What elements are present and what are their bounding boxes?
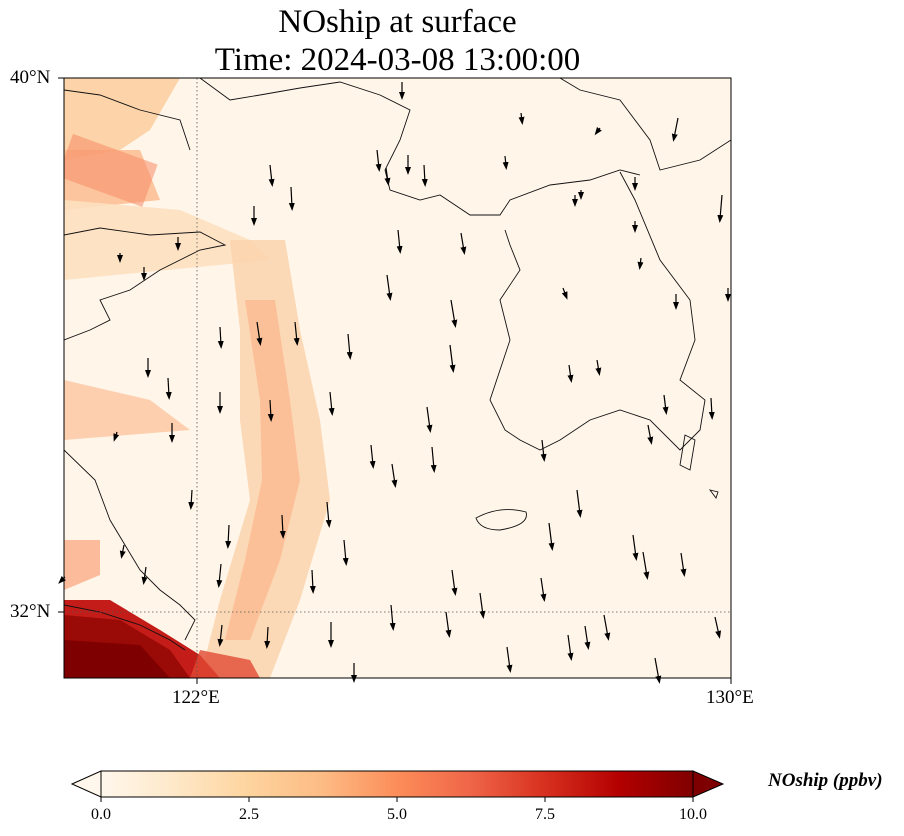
wind-arrow bbox=[714, 616, 722, 639]
wind-arrow bbox=[637, 257, 644, 270]
wind-arrow bbox=[396, 229, 403, 254]
wind-arrow bbox=[548, 522, 555, 551]
wind-arrow bbox=[594, 126, 602, 136]
wind-arrow bbox=[309, 569, 316, 594]
wind-arrow bbox=[268, 164, 275, 187]
wind-arrow bbox=[216, 563, 223, 588]
wind-arrow bbox=[671, 117, 679, 142]
colorbar bbox=[70, 770, 725, 802]
wind-arrow bbox=[479, 592, 486, 619]
wind-arrow bbox=[375, 149, 382, 172]
wind-arrow bbox=[256, 321, 263, 346]
lat-label-32: 32°N bbox=[10, 601, 51, 622]
wind-arrow bbox=[119, 544, 126, 559]
wind-arrow bbox=[642, 551, 650, 580]
colorbar-tick: 5.0 bbox=[387, 806, 407, 823]
wind-arrow bbox=[680, 552, 687, 577]
wind-arrow bbox=[141, 566, 148, 585]
colorbar-tick: 7.5 bbox=[535, 806, 555, 823]
wind-arrow bbox=[567, 634, 574, 661]
wind-arrow bbox=[567, 364, 574, 383]
wind-arrow bbox=[603, 614, 611, 641]
wind-arrow bbox=[391, 463, 398, 488]
wind-arrow bbox=[288, 186, 295, 211]
wind-arrow bbox=[165, 377, 172, 400]
concentration-field bbox=[64, 78, 731, 678]
colorbar-label: NOship (ppbv) bbox=[768, 770, 883, 791]
wind-arrow bbox=[421, 164, 428, 187]
wind-arrow bbox=[632, 534, 639, 561]
colorbar-tick: 2.5 bbox=[239, 806, 259, 823]
wind-arrow bbox=[662, 394, 669, 415]
wind-arrow bbox=[113, 431, 120, 442]
lon-label-130: 130°E bbox=[706, 687, 754, 708]
map-title: NOship at surface bbox=[278, 4, 517, 40]
wind-arrow bbox=[328, 391, 335, 416]
wind-arrow bbox=[325, 501, 332, 528]
wind-arrow bbox=[445, 611, 452, 638]
map-frame bbox=[63, 77, 732, 679]
wind-arrow bbox=[342, 539, 349, 566]
wind-arrow bbox=[225, 524, 232, 549]
wind-arrow bbox=[426, 406, 433, 433]
wind-arrow bbox=[576, 489, 583, 518]
wind-arrow bbox=[264, 626, 271, 649]
wind-arrow bbox=[561, 287, 568, 300]
map-time: Time: 2024-03-08 13:00:00 bbox=[214, 42, 581, 78]
wind-arrow bbox=[430, 446, 437, 473]
wind-arrow bbox=[540, 439, 547, 462]
wind-arrow bbox=[217, 326, 224, 349]
gridlines bbox=[64, 78, 731, 678]
wind-arrow bbox=[279, 514, 286, 539]
wind-arrow bbox=[502, 155, 509, 170]
colorbar-tick: 10.0 bbox=[679, 806, 707, 823]
wind-arrow bbox=[386, 274, 393, 301]
wind-arrow bbox=[217, 624, 224, 647]
wind-arrow bbox=[595, 359, 602, 376]
wind-arrow bbox=[518, 112, 525, 125]
wind-arrow bbox=[540, 577, 547, 602]
wind-arrow bbox=[584, 625, 591, 650]
colorbar-tick: 0.0 bbox=[91, 806, 111, 823]
wind-arrow bbox=[647, 424, 654, 445]
lat-label-40: 40°N bbox=[10, 67, 51, 88]
wind-arrow bbox=[506, 646, 513, 673]
wind-arrow bbox=[451, 569, 458, 596]
wind-arrow bbox=[384, 167, 391, 186]
wind-vectors bbox=[58, 82, 731, 684]
wind-arrow bbox=[389, 604, 396, 631]
wind-arrow bbox=[654, 657, 662, 684]
wind-arrow bbox=[293, 321, 300, 346]
wind-arrow bbox=[708, 397, 715, 420]
lon-label-122: 122°E bbox=[172, 687, 220, 708]
wind-arrow bbox=[460, 232, 467, 255]
wind-arrow bbox=[449, 344, 456, 373]
wind-arrow bbox=[188, 489, 195, 510]
wind-arrow bbox=[369, 444, 376, 469]
wind-arrow bbox=[450, 299, 458, 328]
wind-arrow bbox=[346, 333, 353, 360]
wind-arrow bbox=[717, 194, 724, 223]
wind-arrow bbox=[267, 399, 274, 422]
